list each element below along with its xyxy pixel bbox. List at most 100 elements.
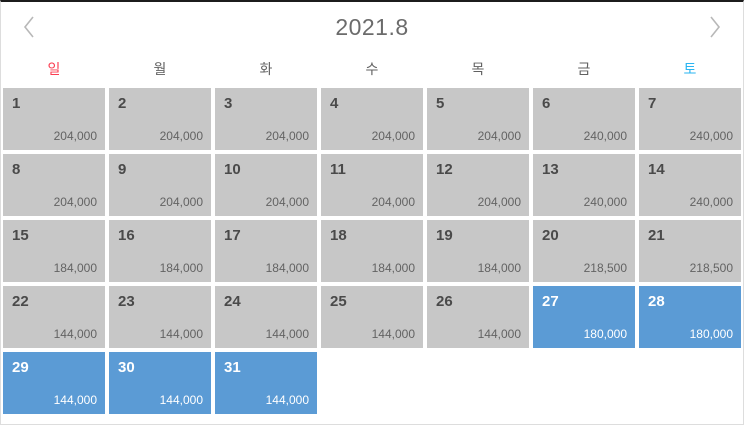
- day-cell-5[interactable]: 5 204,000: [427, 88, 529, 150]
- day-number: 31: [224, 359, 241, 376]
- day-number: 10: [224, 161, 241, 178]
- weekday-label-3: 수: [365, 61, 379, 77]
- day-number: 2: [118, 95, 127, 112]
- day-number: 13: [542, 161, 559, 178]
- day-number: 12: [436, 161, 453, 178]
- day-price: 144,000: [265, 393, 309, 407]
- next-month-button[interactable]: [687, 2, 743, 52]
- day-cell-6[interactable]: 6 240,000: [533, 88, 635, 150]
- day-price: 218,500: [689, 261, 733, 275]
- day-price: 184,000: [371, 261, 415, 275]
- day-cell-28[interactable]: 28 180,000: [639, 286, 741, 348]
- day-number: 29: [12, 359, 29, 376]
- day-price: 184,000: [265, 261, 309, 275]
- day-price: 240,000: [583, 195, 627, 209]
- day-cell-16[interactable]: 16 184,000: [109, 220, 211, 282]
- day-price: 204,000: [371, 195, 415, 209]
- prev-month-button[interactable]: [1, 2, 57, 52]
- day-price: 240,000: [689, 195, 733, 209]
- day-cell-11[interactable]: 11 204,000: [321, 154, 423, 216]
- day-cell-26[interactable]: 26 144,000: [427, 286, 529, 348]
- day-price: 184,000: [159, 261, 203, 275]
- empty-cell: [533, 352, 635, 414]
- day-number: 22: [12, 293, 29, 310]
- day-cell-18[interactable]: 18 184,000: [321, 220, 423, 282]
- day-cell-22[interactable]: 22 144,000: [3, 286, 105, 348]
- day-cell-29[interactable]: 29 144,000: [3, 352, 105, 414]
- day-price: 184,000: [477, 261, 521, 275]
- day-cell-4[interactable]: 4 204,000: [321, 88, 423, 150]
- day-price: 204,000: [265, 195, 309, 209]
- day-number: 19: [436, 227, 453, 244]
- day-number: 28: [648, 293, 665, 310]
- day-price: 144,000: [159, 393, 203, 407]
- empty-cell: [321, 352, 423, 414]
- day-price: 240,000: [583, 129, 627, 143]
- day-price: 180,000: [583, 327, 627, 341]
- day-cell-14[interactable]: 14 240,000: [639, 154, 741, 216]
- calendar-grid: 1 204,000 2 204,000 3 204,000 4 204,000 5 204,000…: [1, 86, 743, 414]
- day-number: 17: [224, 227, 241, 244]
- calendar-nav: 2021.8: [1, 2, 743, 52]
- day-number: 8: [12, 161, 21, 178]
- day-number: 30: [118, 359, 135, 376]
- day-number: 27: [542, 293, 559, 310]
- day-price: 204,000: [371, 129, 415, 143]
- day-price: 144,000: [53, 327, 97, 341]
- day-number: 16: [118, 227, 135, 244]
- day-number: 6: [542, 95, 551, 112]
- day-cell-30[interactable]: 30 144,000: [109, 352, 211, 414]
- day-cell-23[interactable]: 23 144,000: [109, 286, 211, 348]
- weekday-label-6: 토: [683, 61, 697, 77]
- day-number: 3: [224, 95, 233, 112]
- day-number: 14: [648, 161, 665, 178]
- day-number: 26: [436, 293, 453, 310]
- day-cell-19[interactable]: 19 184,000: [427, 220, 529, 282]
- day-number: 11: [330, 161, 346, 178]
- day-number: 18: [330, 227, 347, 244]
- weekday-label-5: 금: [577, 61, 591, 77]
- day-cell-15[interactable]: 15 184,000: [3, 220, 105, 282]
- day-number: 5: [436, 95, 445, 112]
- day-number: 21: [648, 227, 665, 244]
- empty-cell: [639, 352, 741, 414]
- day-price: 144,000: [265, 327, 309, 341]
- day-price: 180,000: [689, 327, 733, 341]
- day-cell-3[interactable]: 3 204,000: [215, 88, 317, 150]
- day-cell-24[interactable]: 24 144,000: [215, 286, 317, 348]
- empty-cell: [427, 352, 529, 414]
- day-number: 9: [118, 161, 127, 178]
- day-price: 184,000: [53, 261, 97, 275]
- day-cell-8[interactable]: 8 204,000: [3, 154, 105, 216]
- day-cell-25[interactable]: 25 144,000: [321, 286, 423, 348]
- day-cell-2[interactable]: 2 204,000: [109, 88, 211, 150]
- day-price: 204,000: [159, 129, 203, 143]
- day-number: 24: [224, 293, 241, 310]
- day-price: 204,000: [477, 129, 521, 143]
- day-cell-12[interactable]: 12 204,000: [427, 154, 529, 216]
- day-number: 25: [330, 293, 347, 310]
- day-price: 204,000: [53, 195, 97, 209]
- day-price: 218,500: [583, 261, 627, 275]
- day-cell-9[interactable]: 9 204,000: [109, 154, 211, 216]
- day-cell-13[interactable]: 13 240,000: [533, 154, 635, 216]
- day-cell-20[interactable]: 20 218,500: [533, 220, 635, 282]
- day-cell-31[interactable]: 31 144,000: [215, 352, 317, 414]
- day-price: 144,000: [159, 327, 203, 341]
- day-cell-10[interactable]: 10 204,000: [215, 154, 317, 216]
- chevron-left-icon: [23, 16, 34, 38]
- calendar-month-title: 2021.8: [335, 13, 409, 40]
- day-price: 240,000: [689, 129, 733, 143]
- weekday-label-1: 월: [153, 61, 167, 77]
- day-cell-1[interactable]: 1 204,000: [3, 88, 105, 150]
- day-cell-7[interactable]: 7 240,000: [639, 88, 741, 150]
- day-number: 15: [12, 227, 29, 244]
- day-cell-27[interactable]: 27 180,000: [533, 286, 635, 348]
- weekday-label-4: 목: [471, 61, 485, 77]
- day-price: 144,000: [371, 327, 415, 341]
- day-number: 20: [542, 227, 559, 244]
- day-number: 4: [330, 95, 339, 112]
- day-cell-17[interactable]: 17 184,000: [215, 220, 317, 282]
- day-cell-21[interactable]: 21 218,500: [639, 220, 741, 282]
